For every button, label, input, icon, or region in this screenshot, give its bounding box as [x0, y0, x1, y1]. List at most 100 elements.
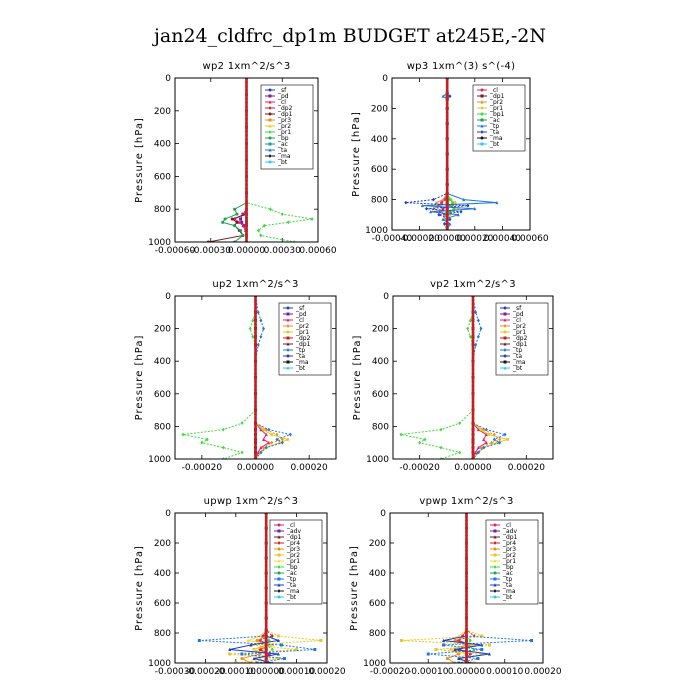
data-point — [471, 371, 475, 376]
legend-marker — [286, 348, 290, 352]
legend-label: _pr3 — [286, 546, 300, 553]
data-point — [254, 355, 257, 360]
data-point — [310, 217, 314, 221]
data-point — [245, 158, 248, 162]
data-point — [254, 404, 257, 408]
data-point — [434, 648, 438, 651]
data-point — [262, 445, 266, 450]
data-point — [492, 437, 496, 442]
data-point — [223, 217, 227, 221]
data-point — [241, 223, 245, 228]
data-point — [256, 450, 260, 454]
data-point — [254, 383, 257, 388]
data-point — [264, 653, 268, 658]
y-tick-label: 1000 — [363, 659, 386, 669]
legend-marker — [493, 559, 497, 563]
y-tick-label: 600 — [154, 599, 171, 609]
data-point — [270, 433, 274, 437]
data-point — [230, 217, 234, 221]
data-point — [482, 445, 486, 450]
data-point — [264, 522, 268, 527]
legend-label: _pr1 — [502, 558, 516, 565]
data-point — [245, 100, 248, 105]
data-point — [255, 661, 259, 663]
data-point — [465, 634, 468, 639]
data-point — [471, 326, 475, 331]
legend-label: _sf — [277, 87, 287, 94]
series-line — [265, 513, 274, 663]
data-point — [445, 129, 449, 134]
data-point — [465, 533, 468, 538]
data-point — [471, 379, 475, 384]
legend-marker — [268, 130, 272, 134]
series-line — [255, 296, 293, 459]
y-tick-label: 600 — [371, 165, 388, 175]
legend-label: _pr4 — [286, 540, 300, 547]
legend-marker — [277, 583, 281, 587]
legend-label: _dp1 — [277, 111, 293, 118]
plot-frame — [174, 512, 328, 664]
data-point — [457, 661, 461, 663]
data-point — [264, 567, 268, 572]
legend-label: _adv — [286, 528, 301, 535]
legend: _cl_adv_dp1_pr4_pr3_pr2_pr1_bp_ac_tp_ta_… — [485, 519, 539, 605]
data-point — [242, 224, 246, 228]
data-point — [256, 343, 260, 347]
data-point — [245, 108, 248, 113]
data-point — [458, 421, 462, 426]
data-point — [254, 334, 257, 339]
data-point — [264, 638, 268, 643]
data-point — [245, 231, 248, 236]
legend-marker — [480, 106, 484, 110]
x-tick-label: -0.00020 — [185, 667, 226, 677]
legend-label: _cl — [489, 87, 498, 94]
data-point — [445, 144, 449, 149]
legend-label: _dp1 — [295, 341, 311, 348]
data-point — [319, 639, 323, 642]
data-point — [465, 616, 468, 620]
legend-label: _pd — [512, 311, 524, 318]
x-tick-label: 0.00000 — [448, 667, 485, 677]
data-point — [445, 140, 449, 145]
data-point — [254, 432, 257, 437]
data-point — [476, 427, 480, 432]
legend-label: _ma — [295, 359, 309, 366]
panel-title: wp2 1xm^2/s^3 — [202, 61, 290, 72]
data-point — [471, 302, 475, 307]
data-point — [453, 200, 457, 205]
data-point — [245, 104, 248, 109]
legend-label: _pr2 — [489, 99, 503, 106]
data-point — [471, 448, 475, 453]
y-tick-label: 0 — [382, 74, 388, 84]
data-point — [465, 597, 468, 602]
data-point — [471, 306, 475, 311]
data-point — [465, 582, 468, 587]
data-point — [280, 440, 284, 445]
data-point — [245, 166, 248, 171]
legend-label: _dp1 — [489, 93, 505, 100]
legend-label: _sf — [295, 305, 305, 312]
data-point — [465, 522, 468, 527]
series-line — [400, 296, 474, 459]
data-point — [254, 436, 257, 441]
data-point — [445, 83, 449, 88]
data-point — [445, 159, 449, 164]
data-point — [399, 432, 403, 437]
data-point — [254, 391, 257, 396]
legend-marker — [277, 589, 281, 593]
data-point — [506, 437, 510, 441]
data-point — [445, 182, 449, 187]
data-point — [245, 170, 248, 175]
data-point — [471, 400, 475, 404]
legend-label: _ma — [277, 153, 291, 160]
data-point — [399, 639, 403, 642]
legend-marker — [286, 360, 290, 364]
legend-label: _dp1 — [286, 534, 302, 541]
data-point — [445, 190, 449, 194]
data-point — [476, 318, 480, 323]
plot-frame — [392, 295, 554, 460]
data-point — [479, 428, 483, 432]
data-point — [445, 91, 449, 96]
data-point — [264, 541, 268, 545]
legend-marker — [503, 342, 507, 346]
